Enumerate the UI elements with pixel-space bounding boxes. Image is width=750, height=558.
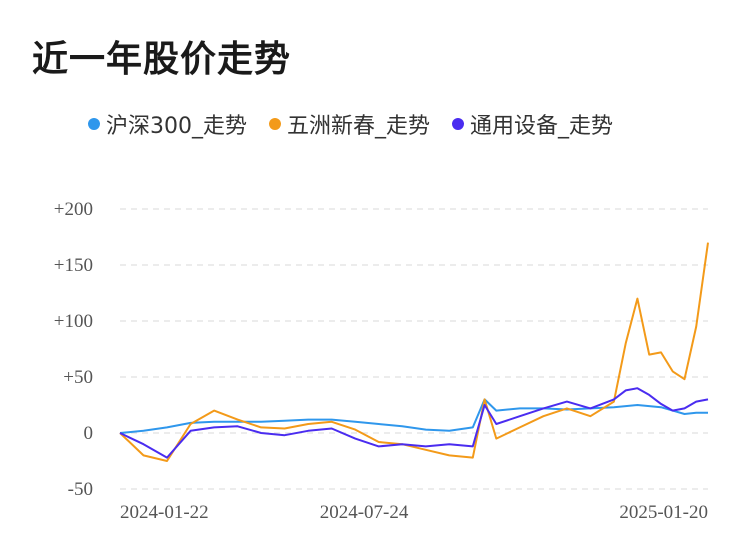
legend-item-hs300[interactable]: 沪深300_走势 (88, 108, 247, 140)
legend-label-wzxc: 五洲新春_走势 (287, 114, 431, 139)
x-axis-ticks: 2024-01-22 2024-07-24 2025-01-20 (120, 502, 708, 523)
legend-dot-wzxc (269, 118, 281, 130)
y-tick-label: 0 (84, 423, 94, 444)
chart-title: 近一年股价走势 (32, 39, 292, 80)
legend-dot-hs300 (88, 118, 100, 130)
legend-dot-tysb (452, 118, 465, 130)
series-line-2 (119, 387, 709, 459)
y-tick-label: +200 (54, 199, 93, 220)
y-tick-label: -50 (68, 479, 93, 500)
legend-label-hs300: 沪深300_走势 (106, 114, 247, 139)
y-axis-ticks: -50 0 +50 +100 +150 +200 (54, 199, 93, 500)
x-tick-label: 2024-07-24 (320, 502, 409, 523)
series-layer (119, 242, 709, 462)
chart-legend: 沪深300_走势 五洲新春_走势 通用设备_走势 (88, 108, 635, 140)
legend-item-tysb[interactable]: 通用设备_走势 (452, 108, 613, 140)
x-tick-label: 2025-01-20 (619, 502, 708, 523)
legend-label-tysb: 通用设备_走势 (470, 114, 614, 139)
y-tick-label: +150 (54, 255, 93, 276)
series-line-1 (119, 242, 709, 462)
legend-item-wzxc[interactable]: 五洲新春_走势 (269, 108, 430, 140)
y-tick-label: +100 (54, 311, 93, 332)
x-tick-label: 2024-01-22 (120, 502, 209, 523)
series-line-0 (119, 398, 708, 434)
grid-layer (120, 208, 708, 490)
y-tick-label: +50 (63, 367, 93, 388)
